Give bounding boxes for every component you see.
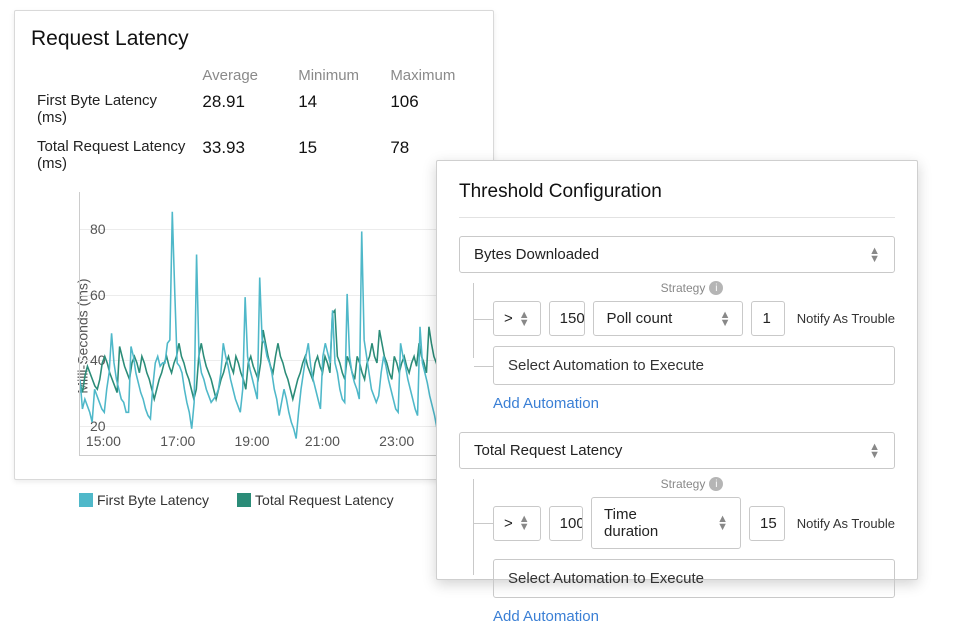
legend-label-total-request: Total Request Latency xyxy=(255,492,394,508)
strategy-label-1: Strategy xyxy=(661,281,706,295)
operator-select-2-spinner-icon[interactable]: ▲ ▼ xyxy=(519,515,530,531)
operator-select-2-value: > xyxy=(504,515,513,532)
col-average-header: Average xyxy=(196,65,292,86)
row-total-request-latency-minimum: 15 xyxy=(292,132,384,178)
latency-title: Request Latency xyxy=(31,27,477,51)
metric-select-total-request-latency-label: Total Request Latency xyxy=(474,442,622,459)
strategy-select-2-value: Time duration xyxy=(604,506,687,540)
threshold-configuration-panel: Threshold Configuration Bytes Downloaded… xyxy=(436,160,918,580)
row-first-byte-latency-average: 28.91 xyxy=(196,86,292,132)
notify-text-2: Notify As Trouble xyxy=(797,516,895,531)
latency-stats-table: Average Minimum Maximum First Byte Laten… xyxy=(31,65,477,178)
threshold-title: Threshold Configuration xyxy=(459,181,895,203)
condition-row-bytes-downloaded: > ▲▼ 15000 Bytes Poll count ▲▼ 1 polls N… xyxy=(493,301,895,336)
condition-row-total-request-latency: > ▲▼ 100 ms Time duration ▲▼ 15 min Noti… xyxy=(493,497,895,549)
strategy-select-2[interactable]: Time duration ▲ ▼ xyxy=(591,497,741,549)
automation-select-2[interactable]: Select Automation to Execute xyxy=(493,559,895,598)
group-total-request-latency: Total Request Latency ▲ ▼ Strategy i > ▲ ▼… xyxy=(459,432,895,631)
notify-text-1: Notify As Trouble xyxy=(797,311,895,326)
strategy-info-icon-2[interactable]: i xyxy=(709,477,723,491)
row-first-byte-latency: First Byte Latency (ms) 28.91 14 106 xyxy=(31,86,477,132)
chart-legend: First Byte Latency Total Request Latency xyxy=(31,492,477,508)
strategy-info-icon-1[interactable]: i xyxy=(709,281,723,295)
metric-select-bytes-downloaded[interactable]: Bytes Downloaded ▲ ▼ xyxy=(459,236,895,273)
time-duration-field-value[interactable]: 15 xyxy=(750,507,785,540)
row-total-request-latency-average: 33.93 xyxy=(196,132,292,178)
group-bytes-downloaded: Bytes Downloaded ▲▼ Strategy i > ▲▼ 1500… xyxy=(459,236,895,418)
operator-select-1-value: > xyxy=(504,310,513,327)
strategy-label-2: Strategy xyxy=(661,477,706,491)
row-first-byte-latency-label: First Byte Latency (ms) xyxy=(31,86,196,132)
row-total-request-latency: Total Request Latency (ms) 33.93 15 78 xyxy=(31,132,477,178)
row-first-byte-latency-maximum: 106 xyxy=(384,86,477,132)
latency-panel: Request Latency Average Minimum Maximum … xyxy=(14,10,494,480)
row-first-byte-latency-minimum: 14 xyxy=(292,86,384,132)
strategy-select-2-spinner-icon[interactable]: ▲ ▼ xyxy=(717,515,728,531)
col-minimum-header: Minimum xyxy=(292,65,384,86)
legend-swatch-first-byte xyxy=(79,493,93,507)
chart-plot-area: 80 60 40 20 15:00 17:00 19:00 21:00 23:0… xyxy=(79,192,471,456)
legend-swatch-total-request xyxy=(237,493,251,507)
poll-count-field-value[interactable]: 1 xyxy=(752,302,784,335)
col-maximum-header: Maximum xyxy=(384,65,477,86)
operator-select-1[interactable]: > ▲ ▼ xyxy=(493,301,541,336)
latency-lines-svg xyxy=(80,192,471,455)
automation-select-1[interactable]: Select Automation to Execute xyxy=(493,346,895,385)
metric-select-bytes-downloaded-label: Bytes Downloaded xyxy=(474,246,599,263)
legend-label-first-byte: First Byte Latency xyxy=(97,492,209,508)
time-duration-field[interactable]: 15 min xyxy=(749,506,785,541)
strategy-select-1[interactable]: Poll count ▲ ▼ xyxy=(593,301,743,336)
metric-select-total-request-latency[interactable]: Total Request Latency ▲ ▼ xyxy=(459,432,895,469)
metric-select-total-request-latency-spinner-icon[interactable]: ▲ ▼ xyxy=(869,443,880,459)
operator-select-1-spinner-icon[interactable]: ▲ ▼ xyxy=(519,311,530,327)
value-field-bytes[interactable]: 15000 Bytes xyxy=(549,301,586,336)
row-total-request-latency-label: Total Request Latency (ms) xyxy=(31,132,196,178)
strategy-select-1-spinner-icon[interactable]: ▲ ▼ xyxy=(720,311,731,327)
add-automation-link-2[interactable]: Add Automation xyxy=(493,608,599,625)
value-field-ms-value[interactable]: 100 xyxy=(550,507,583,540)
value-field-bytes-value[interactable]: 15000 xyxy=(550,302,586,335)
poll-count-field[interactable]: 1 polls xyxy=(751,301,784,336)
operator-select-2[interactable]: > ▲ ▼ xyxy=(493,506,541,541)
latency-chart: Milli-Seconds (ms) 80 60 40 20 15:00 17:… xyxy=(31,186,477,486)
value-field-ms[interactable]: 100 ms xyxy=(549,506,583,541)
strategy-select-1-value: Poll count xyxy=(606,310,672,327)
add-automation-link-1[interactable]: Add Automation xyxy=(493,395,599,412)
metric-select-bytes-downloaded-spinner-icon[interactable]: ▲ ▼ xyxy=(869,247,880,263)
